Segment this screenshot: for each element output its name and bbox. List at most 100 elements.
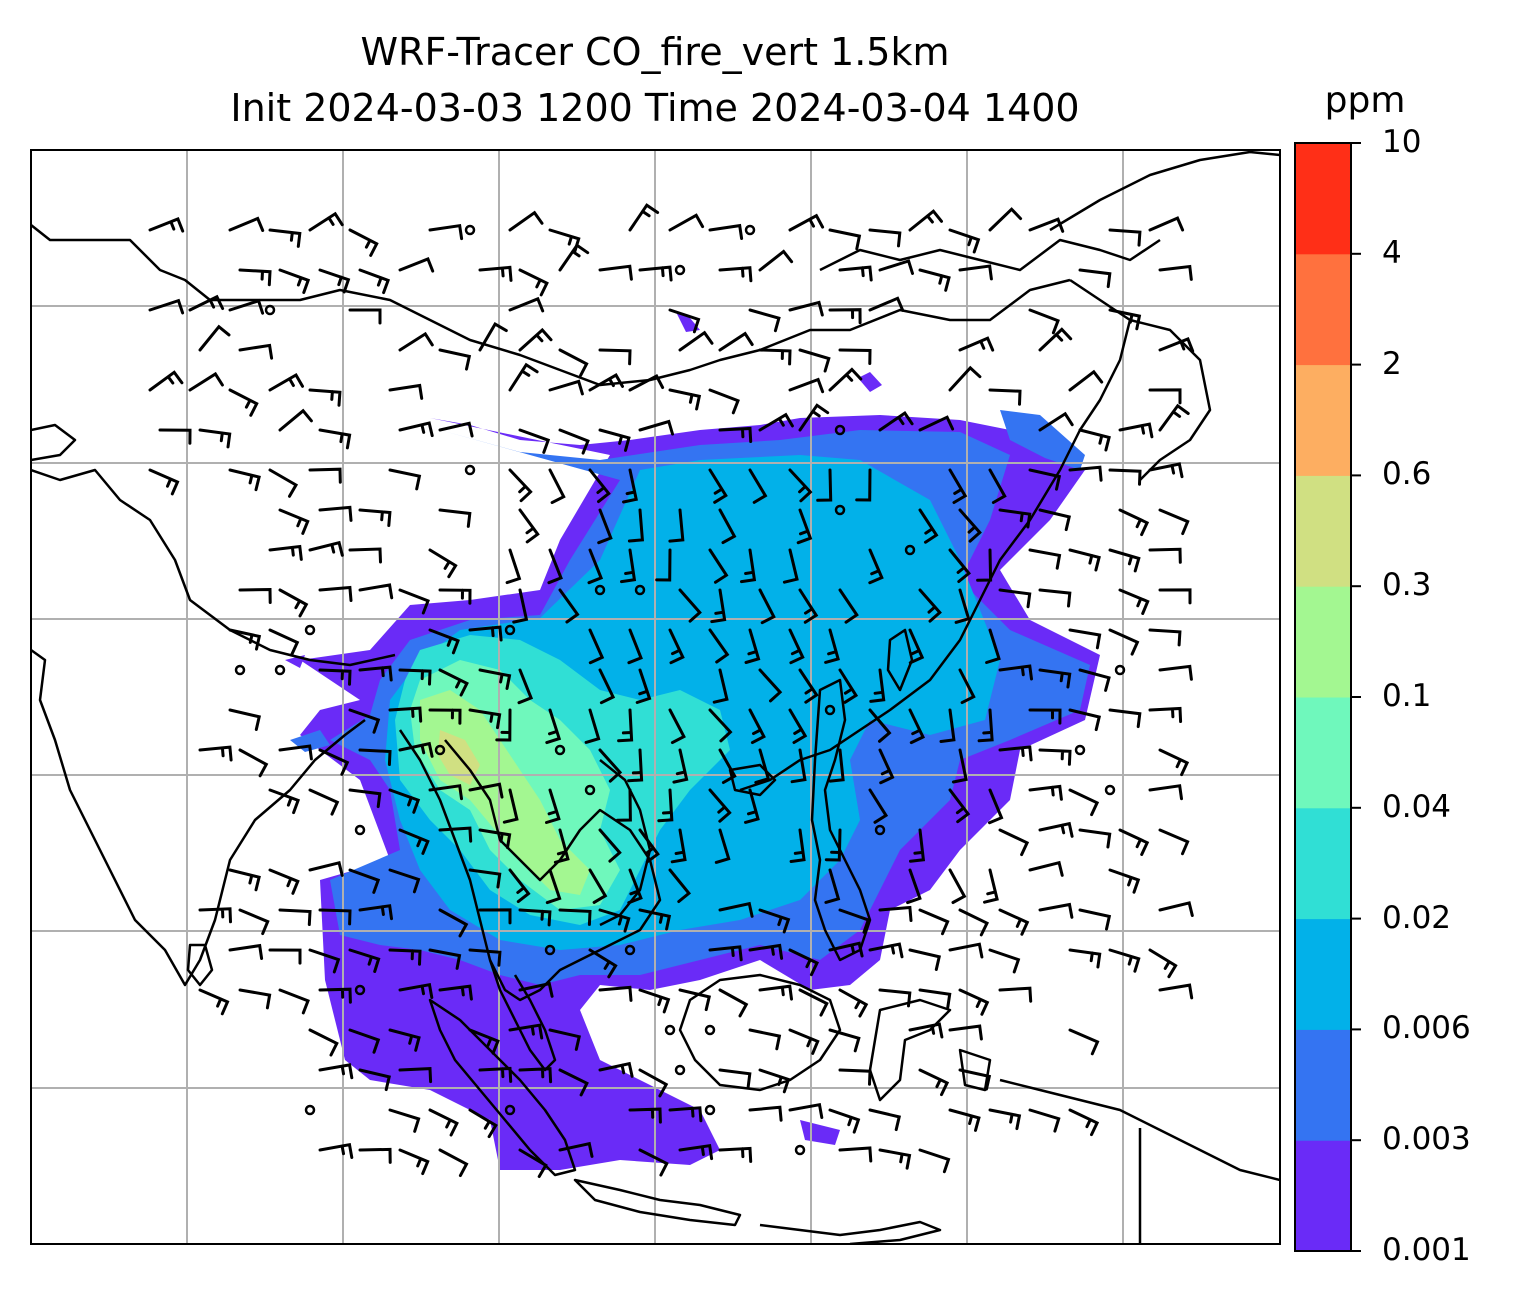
wind-barb [548, 468, 566, 505]
wind-barb [998, 745, 1033, 762]
wind-barb [1068, 1108, 1100, 1137]
wind-barb [958, 988, 990, 1016]
wind-barb [740, 548, 757, 584]
wind-barb [878, 1148, 912, 1170]
wind-barb [628, 203, 660, 232]
wind-barb [558, 588, 580, 624]
wind-barb [1068, 788, 1100, 817]
wind-barb [998, 986, 1033, 1003]
wind-barb [598, 428, 631, 452]
wind-barb [388, 1028, 421, 1052]
wind-barb [627, 868, 643, 905]
wind-barb [358, 904, 393, 921]
wind-barb [598, 1061, 634, 1078]
wind-barb [1158, 264, 1193, 281]
wind-barb [718, 426, 753, 443]
wind-barb [588, 868, 608, 904]
wind-barb [788, 708, 808, 744]
wind-barb [438, 668, 469, 697]
wind-barb [598, 908, 631, 933]
wind-barb [708, 468, 728, 504]
wind-barb [638, 1148, 669, 1177]
colorbar [1294, 142, 1361, 1252]
wind-barb [1028, 468, 1062, 491]
calm-wind-circle [744, 224, 756, 236]
wind-barb [518, 327, 553, 352]
wind-barb [468, 1028, 500, 1055]
wind-barb [587, 548, 604, 585]
coastline-arabian [31, 423, 77, 462]
wind-barb [468, 948, 502, 967]
calm-wind-circle [1114, 664, 1126, 676]
wind-barb [908, 628, 925, 665]
wind-barb [428, 224, 464, 241]
wind-barb [909, 828, 926, 863]
wind-barb [1148, 547, 1182, 564]
calm-wind-circle [304, 1104, 316, 1116]
wind-barb [838, 908, 871, 934]
wind-barb [278, 744, 313, 761]
colorbar-tick-label: 0.006 [1382, 1010, 1471, 1047]
wind-barb [983, 868, 999, 904]
wind-barb [672, 748, 689, 784]
wind-barb [1078, 428, 1111, 452]
wind-barb [398, 421, 434, 438]
wind-barb [878, 988, 912, 1008]
calm-wind-circle [624, 944, 636, 956]
wind-barb [1068, 628, 1102, 650]
wind-barb [758, 668, 783, 703]
colorbar-tick-label: 0.001 [1382, 1232, 1471, 1268]
wind-barb [318, 1063, 354, 1080]
calm-wind-circle [1074, 744, 1086, 756]
wind-barb [668, 213, 705, 232]
wind-barb [718, 266, 753, 283]
colorbar-segment [1295, 1029, 1351, 1141]
colorbar-tick-label: 2 [1382, 345, 1402, 382]
coastline-sri-lanka [186, 943, 214, 987]
wind-barb [598, 748, 623, 783]
wind-barb [1148, 462, 1184, 479]
calm-wind-circle [594, 584, 606, 596]
wind-barb [398, 331, 434, 352]
wind-barb [278, 508, 310, 535]
wind-barb [638, 265, 673, 282]
wind-barb [868, 788, 889, 824]
wind-barb [976, 548, 993, 582]
wind-barb [918, 508, 939, 544]
tracer-region-patch [858, 372, 882, 392]
wind-barb [198, 324, 231, 352]
wind-barb [824, 628, 840, 664]
wind-barb [816, 468, 833, 502]
wind-barb [148, 217, 185, 233]
wind-barb [1038, 748, 1072, 766]
wind-barb [348, 547, 382, 564]
wind-barb [268, 372, 304, 392]
wind-barb [558, 1141, 594, 1158]
calm-wind-circle [434, 744, 446, 756]
wind-barb [1028, 217, 1065, 233]
wind-barb [678, 1144, 714, 1161]
colorbar-segment [1295, 253, 1351, 366]
colorbar-segment [1295, 697, 1351, 809]
wind-barb [548, 379, 584, 396]
wind-barb [268, 948, 302, 965]
calm-wind-circle [464, 464, 476, 476]
wind-barb [348, 1028, 381, 1054]
wind-barb [545, 868, 562, 905]
wind-barb [878, 905, 913, 922]
wind-barb [358, 665, 393, 682]
coastline-russia-pacific [1049, 150, 1280, 232]
wind-barb [788, 1028, 820, 1055]
wind-barb [828, 1028, 861, 1053]
wind-barb [1158, 508, 1190, 536]
wind-barb [620, 548, 637, 584]
wind-barb [308, 540, 344, 557]
wind-barb [828, 308, 862, 325]
wind-barb [714, 828, 731, 864]
wind-barb [358, 508, 392, 527]
coastline-new-guinea [999, 1078, 1280, 1182]
wind-barb [318, 585, 353, 602]
wind-barb [718, 331, 754, 352]
wind-barb [438, 826, 473, 843]
wind-barb [268, 788, 301, 815]
